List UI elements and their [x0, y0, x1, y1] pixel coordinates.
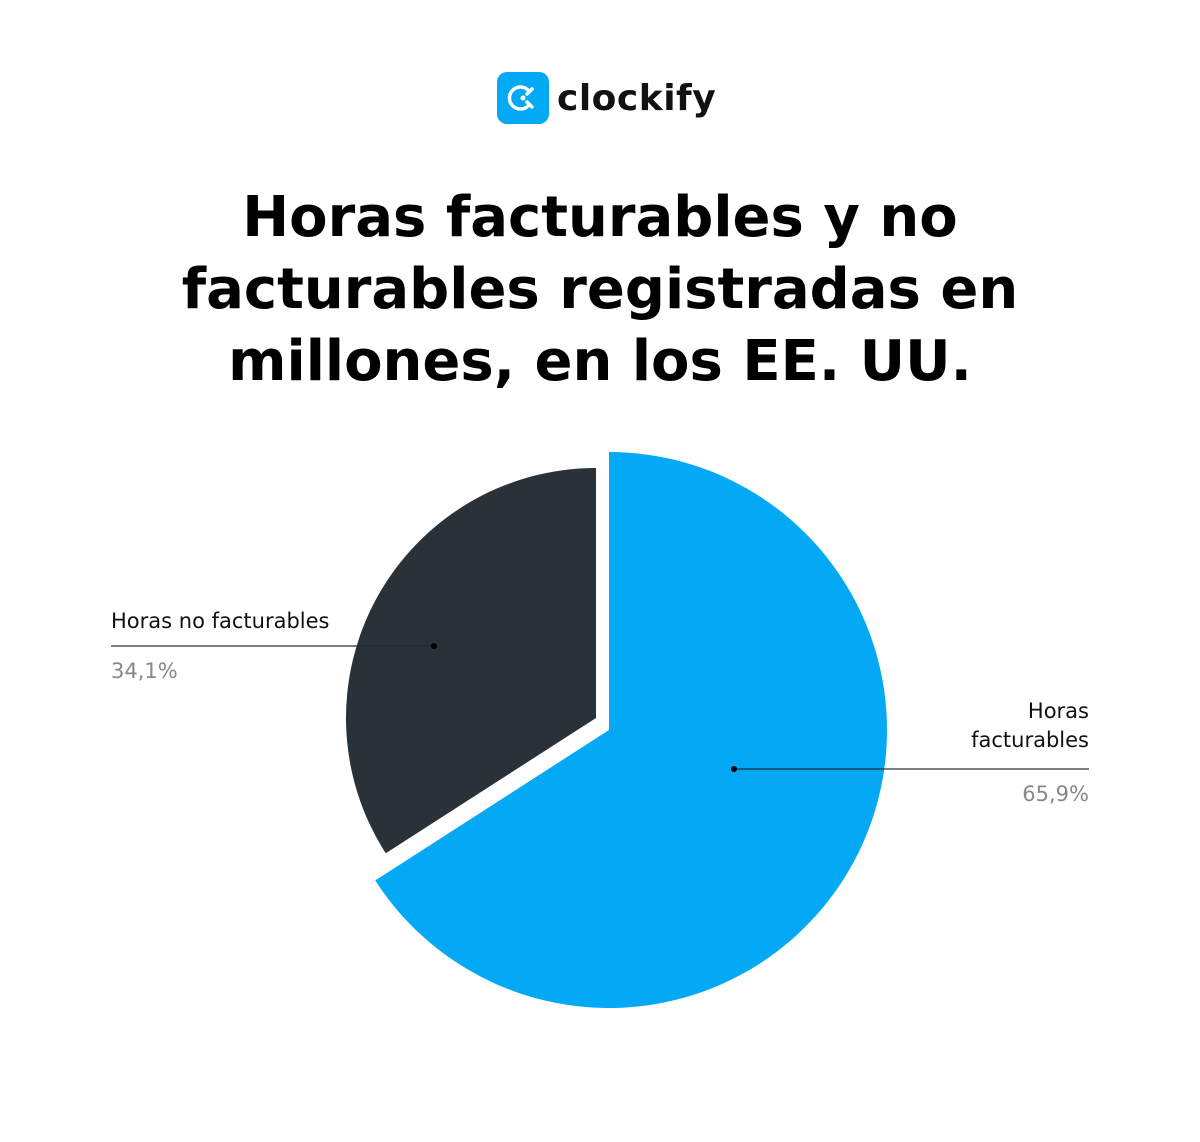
chart-title: Horas facturables y no facturables regis… [0, 182, 1200, 398]
value-non-billable: 34,1% [111, 659, 178, 683]
slice-billable [375, 452, 887, 1009]
title-line-1: Horas facturables y no [242, 185, 958, 250]
value-billable: 65,9% [1022, 782, 1089, 806]
leader-non-billable-dot [431, 643, 437, 649]
clockify-logo-icon [497, 72, 549, 124]
label-billable: Horas facturables [971, 699, 1089, 752]
title-line-3: millones, en los EE. UU. [228, 329, 972, 394]
clockify-logo: clockify [497, 72, 716, 124]
leader-billable-dot [731, 766, 737, 772]
title-line-2: facturables registradas en [181, 257, 1019, 322]
label-non-billable: Horas no facturables [111, 609, 330, 633]
logo-text: clockify [557, 77, 717, 119]
slice-non-billable [346, 468, 596, 854]
